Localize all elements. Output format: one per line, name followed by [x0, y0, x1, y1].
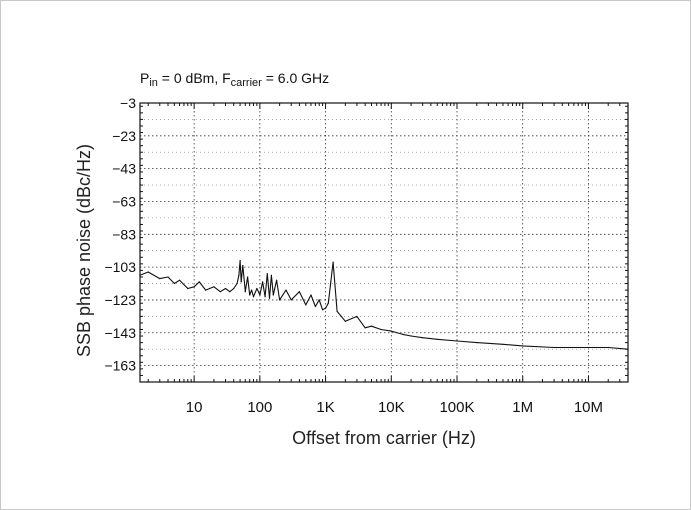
phase-noise-data-point [147, 271, 149, 273]
phase-noise-data-point [318, 299, 320, 301]
phase-noise-data-point [251, 289, 253, 291]
phase-noise-data-point [330, 281, 332, 283]
phase-noise-data-point [270, 274, 272, 276]
x-tick-label: 1M [512, 399, 533, 416]
phase-noise-data-point [390, 330, 392, 332]
phase-noise-data-point [236, 282, 238, 285]
phase-noise-data-point [476, 342, 478, 344]
phase-noise-data-point [179, 279, 181, 281]
phase-noise-data-point [285, 289, 287, 291]
phase-noise-data-point [259, 294, 261, 296]
phase-noise-data-point [410, 335, 412, 337]
phase-noise-data-point [233, 287, 235, 290]
phase-noise-data-point [268, 297, 271, 299]
annotation-f-subscript: carrier [230, 77, 262, 89]
phase-noise-data-point [244, 291, 246, 293]
x-tick-label: 10 [186, 399, 203, 416]
phase-noise-series-line [139, 260, 629, 350]
y-tick-label: −43 [112, 161, 136, 177]
phase-noise-data-point [364, 327, 366, 329]
chart-annotation: Pin = 0 dBm, Fcarrier = 6.0 GHz [140, 70, 329, 89]
phase-noise-data-point [240, 281, 242, 283]
phase-noise-data-point [242, 264, 244, 267]
tick-layer: −3 −23 −43 −63 −83 −103 −123 −143 −163 10 100 1K 10K… [104, 95, 629, 416]
phase-noise-data-point [298, 291, 300, 293]
plot-area-border [139, 102, 629, 383]
phase-noise-data-point [310, 294, 312, 296]
phase-noise-data-point [290, 299, 292, 301]
y-tick-label: −123 [104, 292, 136, 308]
phase-noise-data-point [344, 320, 346, 322]
phase-noise-data-point [402, 333, 404, 335]
y-tick-label: −63 [112, 193, 136, 209]
phase-noise-data-point [173, 282, 175, 285]
phase-noise-data-point [322, 309, 324, 311]
phase-noise-data-point [607, 346, 609, 349]
phase-noise-data-point [276, 279, 278, 281]
phase-noise-data-point [327, 302, 329, 304]
phase-noise-data-point [266, 273, 268, 275]
x-tick-label: 10M [574, 399, 603, 416]
phase-noise-data-point [456, 340, 458, 342]
annotation-middle: = 0 dBm, F [157, 70, 231, 86]
phase-noise-data-point [252, 296, 255, 298]
annotation-p: P [140, 70, 150, 86]
phase-noise-data-point [262, 281, 264, 283]
phase-noise-data-point [159, 278, 161, 280]
phase-noise-data-point [314, 305, 316, 308]
phase-noise-data-point [502, 343, 504, 345]
phase-noise-data-point [193, 286, 195, 288]
phase-noise-data-point [256, 287, 258, 290]
phase-noise-data-point [422, 337, 424, 339]
grid-layer [140, 103, 628, 382]
phase-noise-data-point [553, 346, 555, 349]
x-tick-label: 100 [247, 399, 272, 416]
phase-noise-data-point [213, 286, 215, 288]
phase-noise-data-point [247, 276, 249, 278]
phase-noise-data-point [205, 289, 207, 291]
phase-noise-data-point [219, 291, 221, 293]
x-tick-label: 100K [439, 399, 474, 416]
phase-noise-data-point [272, 294, 274, 296]
x-tick-label: 10K [378, 399, 405, 416]
phase-noise-data-point [587, 346, 590, 349]
y-tick-label: −103 [104, 259, 136, 275]
phase-noise-data-point [332, 261, 334, 263]
x-tick-label: 1K [316, 399, 334, 416]
phase-noise-data-point [380, 328, 382, 331]
phase-noise-data-point [356, 315, 358, 317]
phase-noise-data-point [336, 310, 338, 312]
annotation-end: = 6.0 GHz [261, 70, 330, 86]
phase-noise-data-point [167, 276, 169, 278]
phase-noise-data-point [229, 291, 231, 293]
phase-noise-data-point [436, 338, 438, 340]
phase-noise-data-point [305, 304, 307, 306]
y-tick-label: −23 [112, 128, 136, 144]
phase-noise-data-point [198, 281, 200, 283]
phase-noise-data-point [279, 299, 281, 301]
y-tick-label: −3 [120, 95, 136, 111]
y-tick-label: −83 [112, 226, 136, 242]
annotation-p-subscript: in [149, 77, 158, 89]
series-layer [139, 260, 629, 350]
phase-noise-data-point [264, 296, 266, 298]
y-tick-label: −163 [104, 358, 136, 374]
x-axis-label: Offset from carrier (Hz) [292, 428, 476, 448]
phase-noise-data-point [187, 287, 189, 290]
phase-noise-data-point [522, 345, 524, 347]
phase-noise-data-point [239, 260, 241, 262]
y-axis-label: SSB phase noise (dBc/Hz) [74, 144, 94, 357]
phase-noise-data-point [224, 287, 227, 290]
phase-noise-data-point [370, 325, 373, 327]
phase-noise-data-point [325, 307, 327, 309]
phase-noise-data-point [249, 294, 251, 296]
y-tick-label: −143 [104, 325, 136, 341]
phase-noise-data-point [238, 274, 240, 276]
